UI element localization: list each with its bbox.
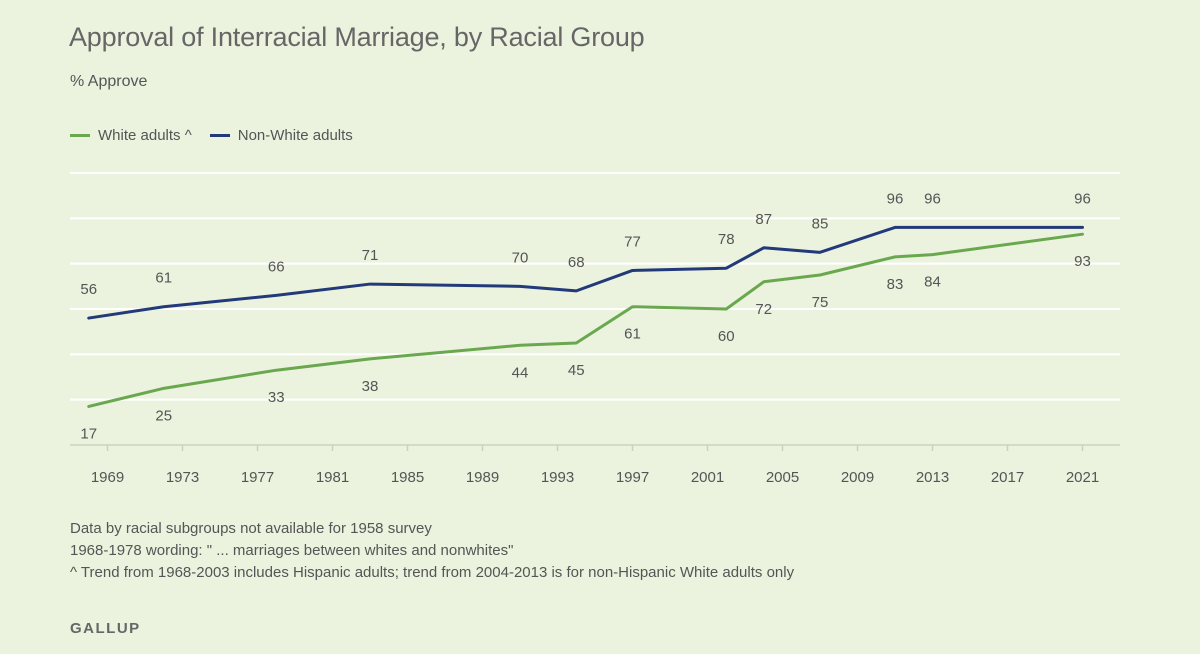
x-tick-label: 2005 — [766, 469, 799, 486]
data-label-nonwhite: 70 — [512, 249, 529, 266]
legend-label-nonwhite: Non-White adults — [237, 127, 353, 144]
data-label-nonwhite: 96 — [887, 190, 904, 207]
y-axis-label: % Approve — [70, 73, 148, 90]
chart-legend: White adults ^ Non-White adults — [70, 127, 371, 144]
x-tick-label: 1993 — [541, 469, 574, 486]
data-label-white: 33 — [268, 389, 285, 406]
x-tick-label: 1969 — [91, 469, 124, 486]
x-tick-label: 1981 — [316, 469, 349, 486]
data-label-nonwhite: 96 — [1074, 190, 1091, 207]
data-label-white: 84 — [924, 274, 941, 291]
x-tick-label: 1985 — [391, 469, 424, 486]
x-tick-label: 1989 — [466, 469, 499, 486]
data-label-white: 61 — [624, 326, 641, 343]
data-label-nonwhite: 61 — [155, 270, 172, 287]
x-tick-label: 2013 — [916, 469, 949, 486]
series-line-white — [87, 232, 1084, 408]
x-tick-label: 2001 — [691, 469, 724, 486]
legend-swatch-nonwhite — [209, 134, 230, 137]
data-label-white: 38 — [362, 378, 379, 395]
x-tick-label: 2021 — [1066, 469, 1099, 486]
data-label-white: 44 — [512, 364, 529, 381]
data-label-white: 93 — [1074, 253, 1091, 270]
x-tick-label: 2009 — [841, 469, 874, 486]
data-label-white: 83 — [887, 276, 904, 293]
data-label-white: 25 — [155, 407, 172, 424]
data-label-white: 75 — [812, 294, 829, 311]
data-label-nonwhite: 68 — [568, 254, 585, 271]
legend-item-white: White adults ^ — [70, 127, 192, 144]
x-tick-label: 1997 — [616, 469, 649, 486]
data-label-white: 60 — [718, 328, 735, 345]
chart-notes: Data by racial subgroups not available f… — [70, 518, 900, 584]
data-label-nonwhite: 77 — [624, 233, 641, 250]
x-tick-label: 1973 — [166, 469, 199, 486]
note-line: 1968-1978 wording: " ... marriages betwe… — [70, 542, 514, 559]
data-label-nonwhite: 71 — [362, 247, 379, 264]
brand-logo: GALLUP — [70, 620, 141, 637]
legend-label-white: White adults ^ — [98, 127, 192, 144]
data-label-nonwhite: 56 — [80, 281, 97, 298]
data-label-white: 45 — [568, 362, 585, 379]
data-label-nonwhite: 66 — [268, 258, 285, 275]
note-line: ^ Trend from 1968-2003 includes Hispanic… — [70, 564, 795, 581]
data-label-white: 17 — [80, 425, 97, 442]
legend-item-nonwhite: Non-White adults — [209, 127, 353, 144]
data-label-nonwhite: 85 — [812, 215, 829, 232]
x-tick-label: 2017 — [991, 469, 1024, 486]
note-line: Data by racial subgroups not available f… — [70, 520, 432, 537]
data-label-white: 72 — [755, 301, 772, 318]
legend-swatch-white — [70, 134, 90, 137]
data-label-nonwhite: 96 — [924, 190, 941, 207]
data-label-nonwhite: 78 — [718, 231, 735, 248]
x-tick-label: 1977 — [241, 469, 274, 486]
data-label-nonwhite: 87 — [755, 211, 772, 228]
chart-title: Approval of Interracial Marriage, by Rac… — [69, 22, 645, 52]
series-line-nonwhite — [87, 225, 1084, 320]
